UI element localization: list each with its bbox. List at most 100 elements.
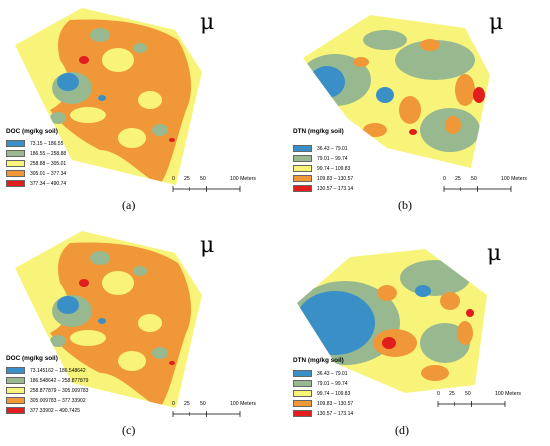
legend-label-2: 186.55 – 258.88	[30, 150, 67, 157]
legend-swatch-3	[293, 165, 312, 172]
legend-label-3: 99.74 – 109.83	[317, 165, 351, 172]
legend-swatch-5	[6, 180, 25, 187]
legend-label-1: 36.43 – 79.01	[317, 370, 348, 377]
legend-item-3: 258.877879 – 305.009783	[6, 386, 88, 395]
scale-tick-label: 100 Meters	[230, 401, 256, 407]
interpolation-map-a	[15, 8, 202, 185]
north-arrow-icon: μ	[489, 10, 504, 35]
legend-swatch-3	[6, 160, 25, 167]
scale-tick-label: 50	[200, 401, 206, 407]
legend-item-1: 36.43 – 79.01	[293, 144, 348, 153]
legend-item-1: 73.145162 – 186.548642	[6, 366, 86, 375]
scale-tick-label: 100 Meters	[230, 176, 256, 182]
legend-label-5: 377.34 – 490.74	[30, 180, 67, 187]
legend-swatch-4	[6, 397, 25, 404]
legend-item-5: 130.57 – 173.14	[293, 184, 353, 193]
scale-bar-graphic	[437, 401, 506, 407]
legend-swatch-1	[293, 370, 312, 377]
figure-caption: (a)	[122, 198, 136, 212]
scale-bar: 0 25 50 100 Meters	[172, 176, 282, 198]
scale-tick-label: 50	[471, 176, 477, 182]
legend-item-1: 73.15 – 186.55	[6, 139, 63, 148]
scale-bar: 0 25 50 100 Meters	[443, 176, 550, 198]
legend-label-3: 99.74 – 109.83	[317, 390, 351, 397]
legend-item-4: 109.83 – 130.57	[293, 399, 353, 408]
legend-label-1: 73.145162 – 186.548642	[30, 367, 86, 374]
legend-item-5: 130.57 – 173.14	[293, 409, 353, 418]
map-panel-a: μ DOC (mg/kg soil) 73.15 – 186.55 186.55…	[0, 0, 275, 223]
legend-item-2: 186.548642 – 258.877879	[6, 376, 88, 385]
legend-swatch-2	[293, 380, 312, 387]
legend-item-3: 258.88 – 305.01	[6, 159, 66, 168]
map-panel-d: μ DTN (mg/kg soil) 36.43 – 79.01 79.01 –…	[275, 223, 550, 446]
scale-bar-graphic	[172, 411, 241, 417]
legend-title: DOC (mg/kg soil)	[6, 355, 58, 362]
scale-bar-graphic	[443, 186, 512, 192]
figure-caption: (b)	[398, 198, 412, 212]
legend-label-4: 305.01 – 377.34	[30, 170, 67, 177]
legend-swatch-1	[6, 140, 25, 147]
north-arrow-icon: μ	[200, 233, 215, 258]
scale-tick-label: 0	[172, 401, 175, 407]
legend-label-3: 258.877879 – 305.009783	[30, 387, 89, 394]
map-panel-b: μ DTN (mg/kg soil) 36.43 – 79.01 79.01 –…	[275, 0, 550, 223]
legend-label-4: 109.83 – 130.57	[317, 400, 354, 407]
legend-label-3: 258.88 – 305.01	[30, 160, 67, 167]
legend-swatch-5	[6, 407, 25, 414]
legend-title: DTN (mg/kg soil)	[293, 128, 344, 135]
legend-swatch-2	[6, 150, 25, 157]
scale-tick-label: 25	[184, 176, 190, 182]
legend-label-5: 377.33902 – 490.7425	[30, 407, 81, 414]
legend-swatch-4	[293, 175, 312, 182]
interpolation-map-d	[297, 249, 487, 393]
legend-swatch-3	[6, 387, 25, 394]
legend-swatch-4	[293, 400, 312, 407]
legend-label-5: 130.57 – 173.14	[317, 185, 354, 192]
scale-tick-label: 25	[184, 401, 190, 407]
scale-bar: 0 25 50 100 Meters	[172, 401, 282, 423]
scale-tick-label: 50	[200, 176, 206, 182]
legend-item-4: 109.83 – 130.57	[293, 174, 353, 183]
interpolation-map-c	[15, 231, 202, 408]
legend-swatch-2	[293, 155, 312, 162]
legend-item-3: 99.74 – 109.83	[293, 164, 350, 173]
legend-item-2: 186.55 – 258.88	[6, 149, 66, 158]
scale-tick-label: 100 Meters	[495, 391, 521, 397]
legend-label-2: 186.548642 – 258.877879	[30, 377, 89, 384]
scale-tick-label: 25	[455, 176, 461, 182]
scale-bar: 0 25 50 100 Meters	[437, 391, 547, 413]
scale-bar-graphic	[172, 186, 241, 192]
legend-item-5: 377.34 – 490.74	[6, 179, 66, 188]
legend-item-1: 36.43 – 79.01	[293, 369, 348, 378]
legend-swatch-5	[293, 185, 312, 192]
legend-label-1: 36.43 – 79.01	[317, 145, 348, 152]
legend-title: DTN (mg/kg soil)	[293, 357, 344, 364]
legend-item-4: 305.01 – 377.34	[6, 169, 66, 178]
legend-swatch-3	[293, 390, 312, 397]
figure-caption: (d)	[395, 423, 409, 437]
interpolation-map-b	[303, 15, 490, 168]
legend-label-2: 79.01 – 99.74	[317, 380, 348, 387]
legend-label-4: 109.83 – 130.57	[317, 175, 354, 182]
legend-swatch-2	[6, 377, 25, 384]
scale-tick-label: 50	[465, 391, 471, 397]
figure-caption: (c)	[122, 423, 136, 437]
legend-swatch-1	[6, 367, 25, 374]
legend-swatch-5	[293, 410, 312, 417]
legend-swatch-1	[293, 145, 312, 152]
legend-item-4: 305.009783 – 377.33902	[6, 396, 86, 405]
north-arrow-icon: μ	[487, 241, 502, 266]
scale-tick-label: 0	[443, 176, 446, 182]
scale-tick-label: 100 Meters	[501, 176, 527, 182]
legend-item-2: 79.01 – 99.74	[293, 379, 348, 388]
scale-tick-label: 25	[449, 391, 455, 397]
legend-label-1: 73.15 – 186.55	[30, 140, 64, 147]
legend-label-2: 79.01 – 99.74	[317, 155, 348, 162]
legend-item-3: 99.74 – 109.83	[293, 389, 350, 398]
legend-item-5: 377.33902 – 490.7425	[6, 406, 80, 415]
scale-tick-label: 0	[437, 391, 440, 397]
legend-label-4: 305.009783 – 377.33902	[30, 397, 86, 404]
legend-label-5: 130.57 – 173.14	[317, 410, 354, 417]
north-arrow-icon: μ	[200, 10, 215, 35]
legend-item-2: 79.01 – 99.74	[293, 154, 348, 163]
